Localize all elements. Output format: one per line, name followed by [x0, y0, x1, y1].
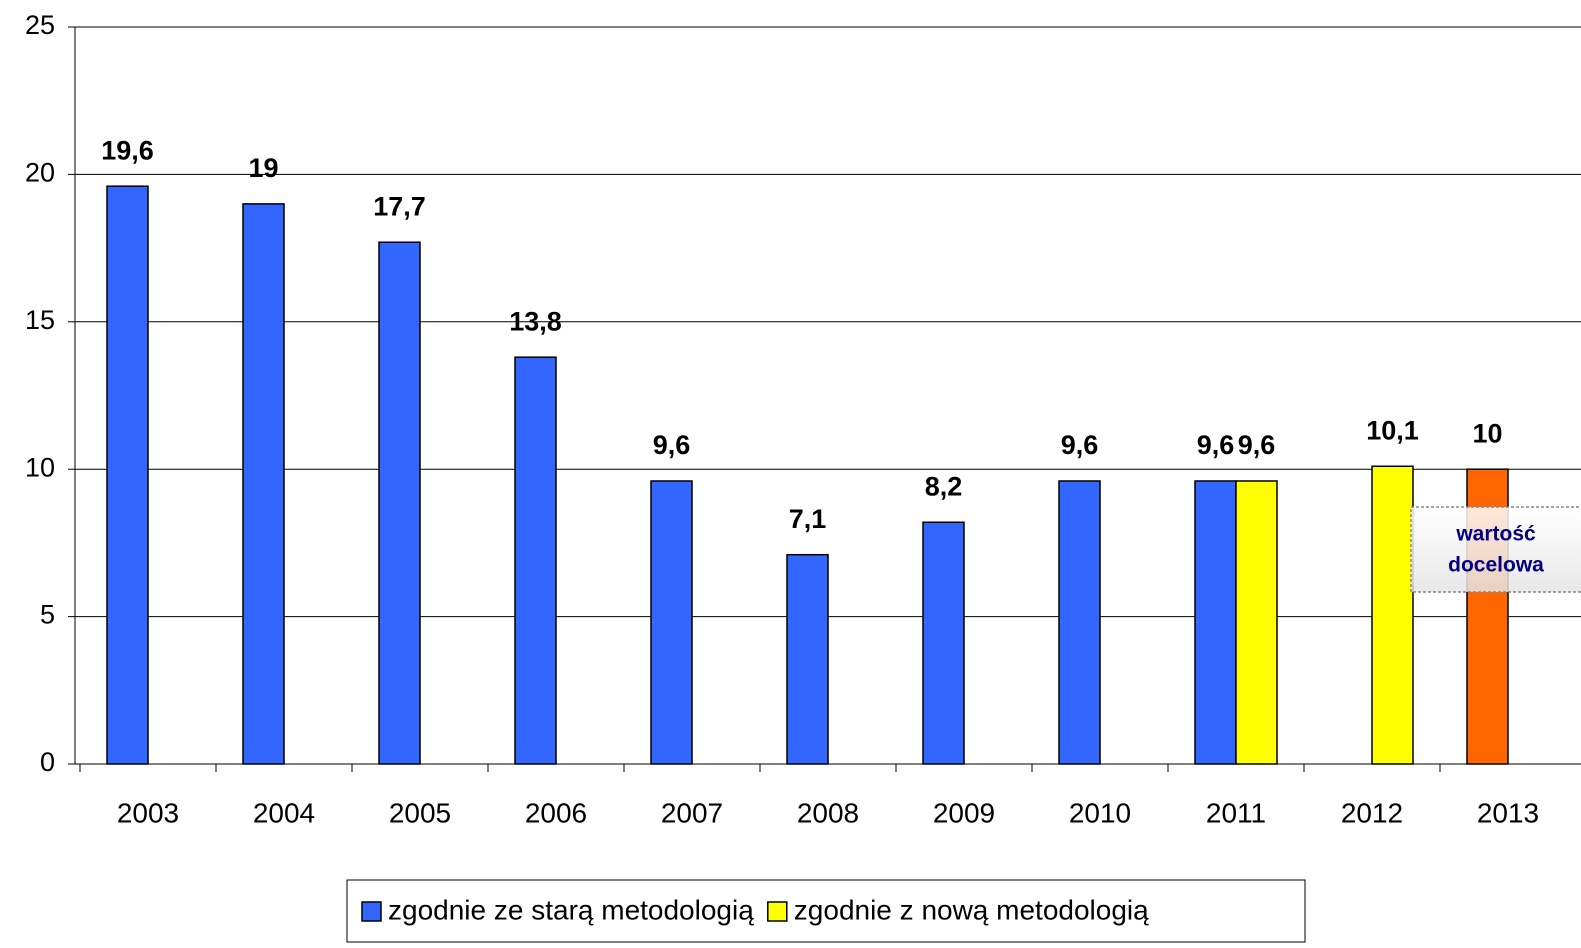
y-tick-label: 15 [25, 305, 55, 335]
annotation-box [1410, 506, 1581, 593]
data-label: 9,6 [1238, 430, 1276, 460]
data-label: 9,6 [653, 430, 691, 460]
x-tick-label: 2008 [797, 797, 859, 828]
legend-swatch [767, 901, 788, 922]
legend-box [346, 879, 1306, 943]
x-tick-label: 2013 [1477, 797, 1539, 828]
bar [786, 553, 829, 765]
x-tick-label: 2009 [933, 797, 995, 828]
data-label: 17,7 [373, 191, 426, 221]
y-tick-label: 25 [25, 10, 55, 40]
legend-label: zgodnie z nową metodologią [794, 894, 1149, 925]
data-label: 19 [248, 153, 278, 183]
x-tick-label: 2005 [389, 797, 451, 828]
bar [1058, 480, 1101, 765]
data-label: 7,1 [789, 504, 827, 534]
y-tick-label: 0 [40, 747, 55, 777]
bar [650, 480, 693, 765]
x-tick-label: 2012 [1341, 797, 1403, 828]
annotation: wartość [1455, 523, 1536, 546]
bar [242, 203, 285, 765]
bar [1194, 480, 1237, 765]
data-label: 8,2 [925, 471, 963, 501]
y-tick-label: 5 [40, 600, 55, 630]
x-tick-label: 2003 [117, 797, 179, 828]
annotation: docelowa [1448, 554, 1544, 577]
data-label: 19,6 [101, 135, 154, 165]
y-tick-label: 10 [25, 452, 55, 482]
x-tick-label: 2007 [661, 797, 723, 828]
bar [922, 521, 965, 765]
bar [1371, 465, 1414, 765]
bar [106, 185, 149, 765]
bar [514, 356, 557, 765]
bar [1235, 480, 1278, 765]
data-label: 10,1 [1366, 415, 1419, 445]
x-tick-label: 2011 [1206, 797, 1266, 828]
legend-label: zgodnie ze starą metodologią [388, 894, 754, 925]
bar [378, 241, 421, 765]
x-tick-label: 2010 [1069, 797, 1131, 828]
legend-swatch [361, 901, 382, 922]
data-label: 9,6 [1061, 430, 1099, 460]
data-label: 13,8 [509, 306, 562, 336]
x-tick-label: 2004 [253, 797, 315, 828]
data-label: 9,6 [1197, 430, 1235, 460]
x-tick-label: 2006 [525, 797, 587, 828]
data-label: 10 [1472, 418, 1502, 448]
y-tick-label: 20 [25, 158, 55, 188]
